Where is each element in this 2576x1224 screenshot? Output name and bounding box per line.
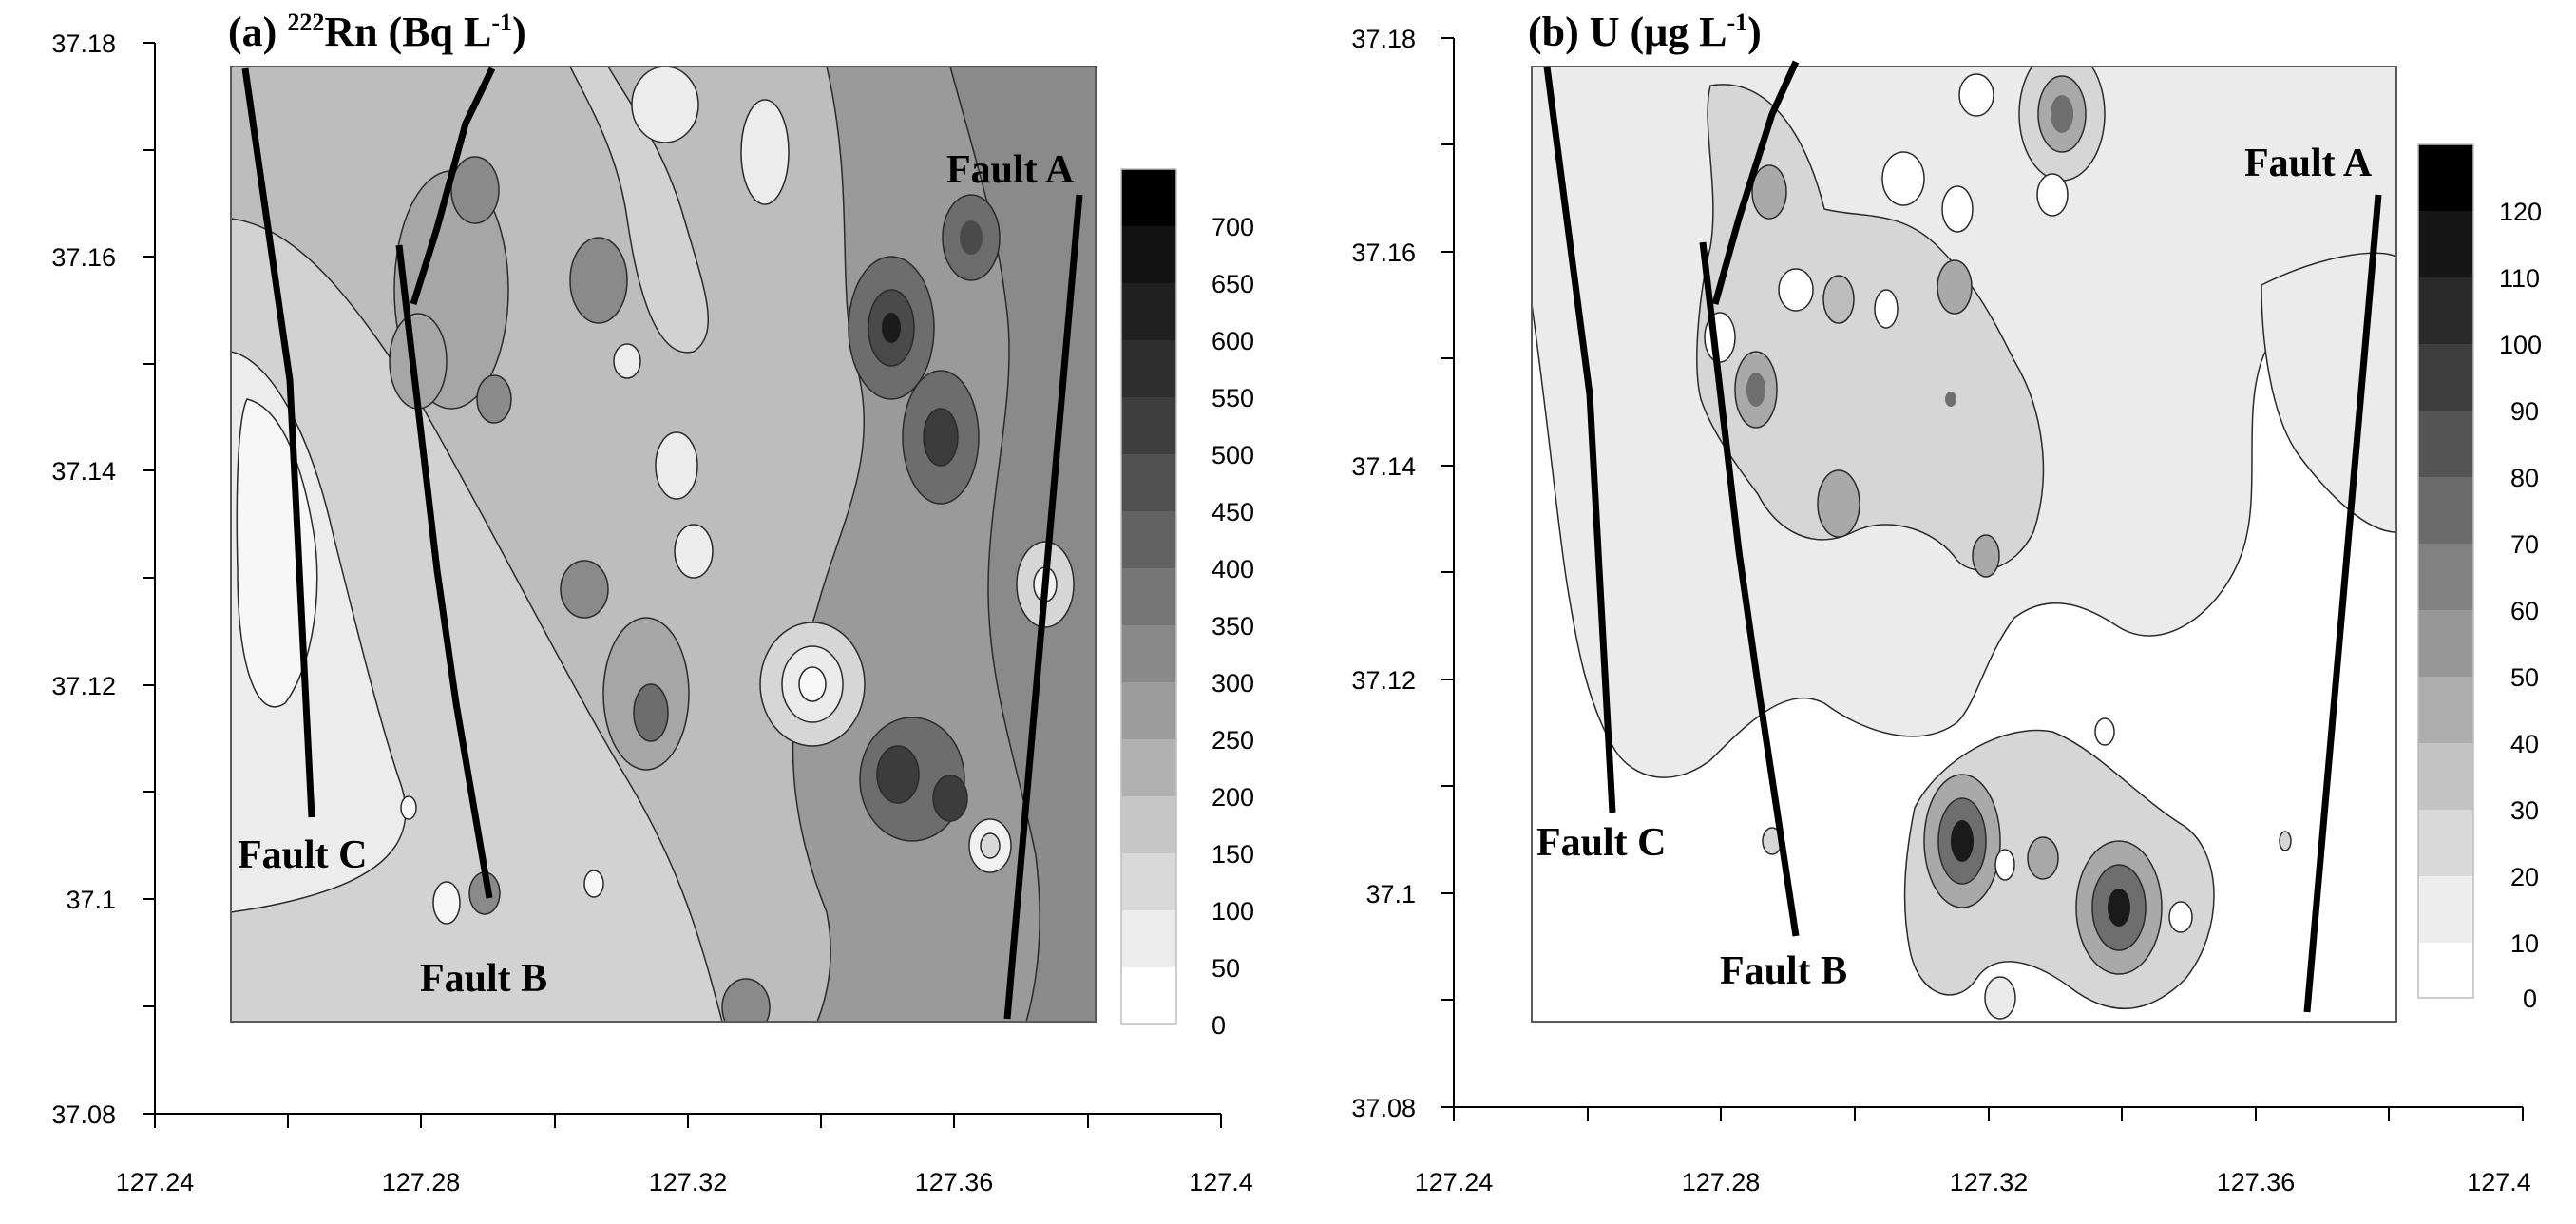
panel-a-title-prefix: (a): [228, 9, 287, 55]
panel-a-x-tick: 127.28: [382, 1168, 461, 1196]
panel-b-legend-label: 80: [2510, 464, 2539, 492]
panel-a-map-frame: [230, 66, 1097, 1023]
panel-b-legend-label: 120: [2499, 198, 2542, 226]
panel-b-legend-label: 0: [2523, 985, 2537, 1013]
panel-a-x-tick: 127.24: [116, 1168, 195, 1196]
panel-b-fault-c-line: [1543, 66, 1616, 813]
panel-a-fault-a-label: Fault A: [946, 148, 1075, 192]
panel-a-fault-a-line: [1003, 194, 1083, 1020]
panel-a-title-sup2: -1: [491, 9, 512, 36]
panel-b-legend-label: 50: [2510, 663, 2539, 692]
panel-a: Fault A Fault B Fault C: [51, 9, 1254, 1196]
panel-b-legend-label: 90: [2510, 397, 2539, 426]
panel-b-fault-b-line: [1699, 241, 1800, 937]
panel-b-legend-label: 60: [2510, 597, 2539, 625]
panel-b-axes: [1441, 37, 2524, 1121]
panel-a-y-tick: 37.16: [51, 243, 116, 272]
panel-a-fault-b-label: Fault B: [420, 957, 547, 1001]
panel-b-y-tick: 37.12: [1351, 666, 1416, 695]
panel-a-axes: [143, 42, 1222, 1128]
panel-b-fault-a-label: Fault A: [2244, 142, 2373, 185]
panel-a-title: (a) 222Rn (Bq L-1): [228, 9, 526, 55]
panel-a-faults: [241, 67, 1083, 1020]
panel-b-fault-b-label: Fault B: [1720, 949, 1847, 993]
panel-a-fault-c-line: [241, 67, 315, 818]
panel-b-contour-map: [1532, 67, 2396, 1022]
panel-a-legend-label: 300: [1212, 669, 1254, 698]
panel-a-contour-map: [231, 67, 1096, 1022]
panel-a-title-main: Rn (Bq L: [324, 9, 491, 55]
panel-b-legend-label: 110: [2499, 264, 2540, 293]
panel-a-legend-label: 350: [1212, 612, 1254, 641]
panel-a-legend-label: 650: [1212, 270, 1254, 298]
panel-b-x-tick-labels: 127.24 127.28 127.32 127.36 127.4: [1415, 1168, 2531, 1196]
panel-a-y-tick: 37.18: [51, 29, 116, 58]
panel-a-fault-b-line: [395, 244, 493, 899]
panel-b-fault-c-label: Fault C: [1536, 821, 1667, 865]
panel-a-legend: 700 650 600 550 500 450 400 350 300 250 …: [1120, 168, 1254, 1040]
panel-b-fault-a-line: [2303, 194, 2382, 1013]
panel-a-legend-label: 700: [1212, 213, 1254, 241]
panel-b-legend: 120 110 100 90 80 70 60 50 40 30 20 10 0: [2417, 143, 2542, 1013]
panel-b-x-tick: 127.4: [2467, 1168, 2531, 1196]
panel-b: Fault A Fault B Fault C: [1351, 9, 2542, 1196]
panel-b-faults: [1543, 60, 2382, 1013]
panel-b-title-close: ): [1747, 9, 1762, 55]
panel-a-fault-b-branch: [410, 67, 496, 306]
panel-a-title-sup1: 222: [287, 9, 324, 36]
panel-b-legend-label: 10: [2510, 929, 2539, 958]
panel-b-title-sup2: -1: [1727, 9, 1748, 36]
panel-a-x-tick: 127.4: [1189, 1168, 1253, 1196]
panel-a-legend-label: 400: [1212, 555, 1254, 583]
panel-a-y-tick: 37.1: [66, 886, 116, 914]
panel-a-x-tick-labels: 127.24 127.28 127.32 127.36 127.4: [116, 1168, 1253, 1196]
panel-b-title: (b) U (μg L-1): [1528, 9, 1762, 55]
panel-b-legend-label: 20: [2510, 863, 2539, 891]
panel-b-x-tick: 127.32: [1950, 1168, 2029, 1196]
panel-a-legend-label: 50: [1212, 954, 1240, 983]
panel-b-fault-b-branch: [1711, 60, 1800, 305]
panel-b-legend-label: 70: [2510, 530, 2539, 559]
panel-a-legend-label: 500: [1212, 441, 1254, 469]
panel-a-title-close: ): [512, 9, 526, 55]
panel-a-legend-label: 550: [1212, 384, 1254, 412]
panel-b-x-tick: 127.28: [1682, 1168, 1761, 1196]
panel-a-legend-label: 450: [1212, 498, 1254, 526]
panel-a-x-tick: 127.32: [649, 1168, 728, 1196]
panel-a-y-tick: 37.12: [51, 672, 116, 700]
panel-b-y-tick: 37.14: [1351, 452, 1416, 481]
panel-a-fault-c-label: Fault C: [238, 833, 368, 877]
panel-a-legend-label: 250: [1212, 726, 1254, 755]
panel-a-y-tick-labels: 37.18 37.16 37.14 37.12 37.1 37.08: [51, 29, 116, 1129]
panel-b-y-tick: 37.1: [1365, 880, 1416, 908]
panel-a-x-tick: 127.36: [915, 1168, 994, 1196]
panel-a-y-tick: 37.08: [51, 1100, 116, 1129]
panel-b-y-tick-labels: 37.18 37.16 37.14 37.12 37.1 37.08: [1351, 25, 1416, 1122]
panel-a-legend-label: 600: [1212, 327, 1254, 355]
panel-b-y-tick: 37.08: [1351, 1094, 1416, 1122]
panel-b-x-tick: 127.36: [2217, 1168, 2296, 1196]
panel-b-y-tick: 37.16: [1351, 239, 1416, 267]
panel-b-y-tick: 37.18: [1351, 25, 1416, 53]
panel-a-legend-label: 150: [1212, 840, 1254, 869]
panel-b-legend-label: 100: [2499, 331, 2542, 359]
panel-b-map-frame: [1531, 66, 2397, 1023]
panel-b-legend-label: 30: [2510, 796, 2539, 825]
panel-b-legend-label: 40: [2510, 730, 2539, 758]
panel-b-x-tick: 127.24: [1415, 1168, 1494, 1196]
panel-a-y-tick: 37.14: [51, 457, 116, 486]
panel-a-legend-label: 100: [1212, 897, 1254, 926]
panel-b-title-prefix: (b) U (: [1528, 9, 1644, 55]
panel-a-legend-label: 0: [1212, 1011, 1226, 1040]
panel-b-title-mu: μg L: [1644, 9, 1727, 55]
panel-a-legend-label: 200: [1212, 783, 1254, 812]
